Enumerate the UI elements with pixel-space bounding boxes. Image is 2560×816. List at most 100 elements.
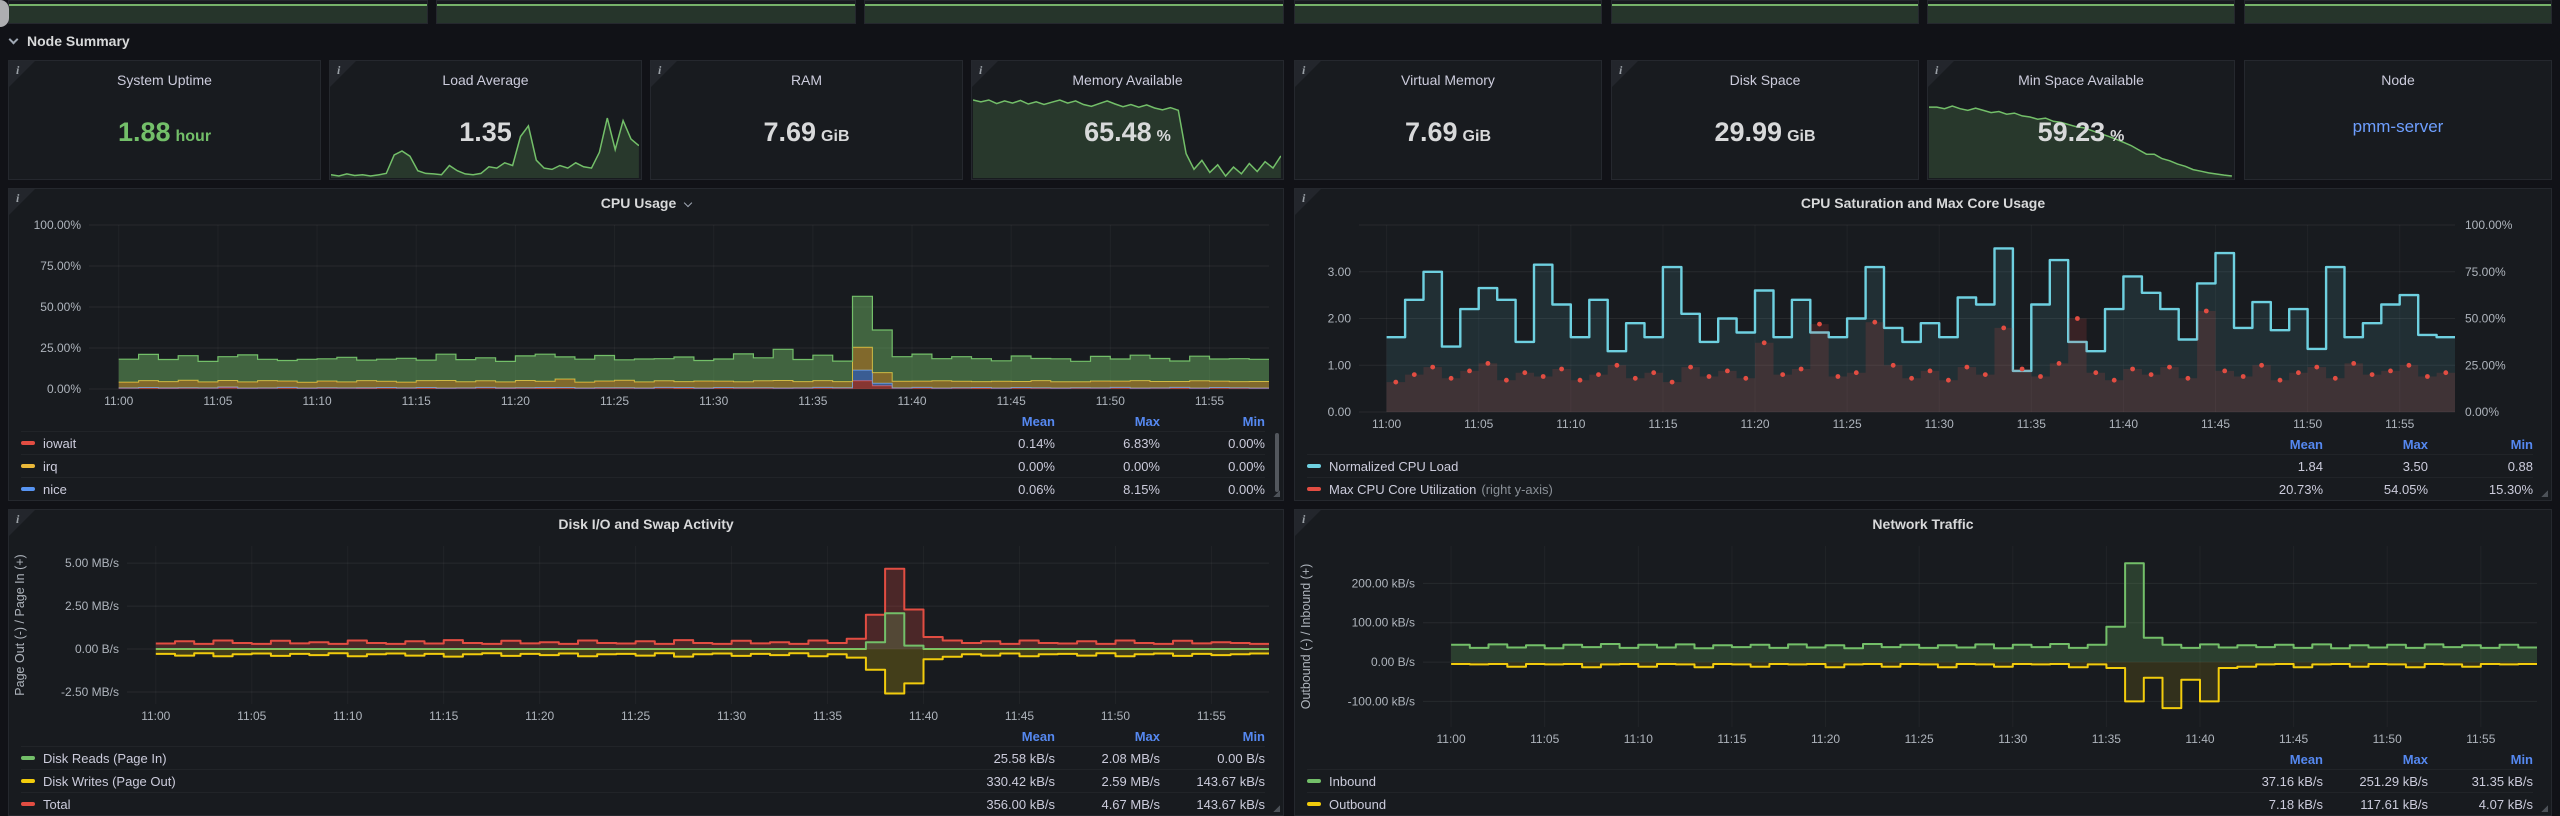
svg-text:0.00: 0.00 [1328,405,1352,419]
stat-value: 1.35 [459,117,512,147]
min-space-sparkline [1929,105,2232,178]
svg-text:0.00%: 0.00% [47,382,81,396]
legend-column-max[interactable]: Max [1134,413,1160,429]
series-color-swatch [21,756,35,760]
legend-row[interactable]: Disk Reads (Page In) 25.58 kB/s 2.08 MB/s 0… [21,746,1265,769]
cpu-usage-chart[interactable]: 11:00 11:05 11:10 11:15 11:20 11:25 11:30 11:35… [9,215,1283,411]
stat-title: Disk Space [1729,72,1801,88]
network-traffic-chart[interactable]: 11:00 11:05 11:10 11:15 11:20 11:25 11:30 11:35… [1295,536,2551,749]
info-corner-icon[interactable] [1928,61,1954,87]
legend-column-mean[interactable]: Mean [2289,751,2323,767]
legend-row[interactable]: nice 0.06% 8.15% 0.00% [21,477,1265,500]
svg-text:11:15: 11:15 [402,394,431,408]
series-stat-value: 251.29 kB/s [2359,773,2428,789]
info-corner-icon[interactable] [1612,61,1638,87]
info-corner-icon[interactable] [1295,189,1321,215]
svg-text:11:20: 11:20 [501,394,530,408]
svg-text:11:50: 11:50 [1101,709,1130,723]
series-stat-value: 0.06% [1018,481,1055,497]
legend-column-mean[interactable]: Mean [1021,413,1055,429]
legend-column-max[interactable]: Max [2402,436,2428,452]
section-node-summary[interactable]: Node Summary [8,30,130,52]
info-corner-icon[interactable] [1295,510,1321,536]
legend-column-min[interactable]: Min [1242,728,1265,744]
svg-text:11:40: 11:40 [2109,417,2138,431]
legend-row[interactable]: Outbound 7.18 kB/s 117.61 kB/s 4.07 kB/s [1307,792,2533,815]
info-corner-icon[interactable] [1295,61,1321,87]
svg-text:11:05: 11:05 [203,394,232,408]
svg-text:100.00%: 100.00% [34,218,82,232]
legend-row[interactable]: iowait 0.14% 6.83% 0.00% [21,431,1265,454]
legend-row[interactable]: Total 356.00 kB/s 4.67 MB/s 143.67 kB/s [21,792,1265,815]
svg-text:11:50: 11:50 [2373,732,2402,746]
node-link[interactable]: pmm-server [2352,117,2444,136]
svg-text:11:10: 11:10 [302,394,331,408]
info-corner-icon[interactable] [9,510,35,536]
legend-row[interactable]: irq 0.00% 0.00% 0.00% [21,454,1265,477]
svg-text:11:45: 11:45 [2279,732,2308,746]
panel-title-cpu-saturation[interactable]: CPU Saturation and Max Core Usage [1800,195,2046,211]
graph-panel-cpu-usage: i CPU Usage 11:00 11:05 11:10 11:15 11:20 11:… [8,188,1284,501]
svg-text:11:15: 11:15 [429,709,458,723]
series-color-swatch [21,441,35,445]
legend-scrollbar[interactable] [1275,433,1279,492]
svg-text:11:35: 11:35 [798,394,827,408]
legend-row[interactable]: Inbound 37.16 kB/s 251.29 kB/s 31.35 kB/s [1307,769,2533,792]
legend-row[interactable]: Disk Writes (Page Out) 330.42 kB/s 2.59 MB… [21,769,1265,792]
svg-text:100.00 kB/s: 100.00 kB/s [1352,616,1415,630]
svg-text:200.00 kB/s: 200.00 kB/s [1352,576,1415,590]
legend-row[interactable]: Max CPU Core Utilization (right y-axis) 20… [1307,477,2533,500]
stat-value: 29.99 GiB [1714,117,1816,147]
cpu-saturation-chart[interactable]: 11:00 11:05 11:10 11:15 11:20 11:25 11:30 11:35… [1295,215,2551,434]
resize-handle[interactable] [1272,489,1280,497]
disk-io-chart[interactable]: 11:00 11:05 11:10 11:15 11:20 11:25 11:30 11:35… [9,536,1283,726]
svg-text:2.50 MB/s: 2.50 MB/s [65,599,119,613]
legend-column-mean[interactable]: Mean [1021,728,1055,744]
stat-panel-min-space-available: i Min Space Available 59.23% [1927,60,2235,180]
stat-panel-ram: i RAM 7.69 GiB [650,60,963,180]
memory-available-sparkline [973,99,1281,178]
resize-handle[interactable] [1272,804,1280,812]
svg-text:11:30: 11:30 [717,709,746,723]
legend-column-min[interactable]: Min [2510,436,2533,452]
info-corner-icon[interactable] [972,61,998,87]
legend-column-min[interactable]: Min [2510,751,2533,767]
stat-panel-memory-available: i Memory Available 65.48% [971,60,1284,180]
series-stat-value: 0.00 B/s [1217,750,1265,766]
panel-title-disk-io[interactable]: Disk I/O and Swap Activity [558,516,734,532]
series-stat-value: 6.83% [1123,435,1160,451]
legend-column-mean[interactable]: Mean [2289,436,2323,452]
resize-handle[interactable] [2540,804,2548,812]
scroll-edge-blob [0,0,9,27]
legend-column-max[interactable]: Max [1134,728,1160,744]
info-corner-icon[interactable] [330,61,356,87]
series-stat-value: 143.67 kB/s [1196,796,1265,812]
series-stat-value: 0.00% [1228,435,1265,451]
svg-text:5.00 MB/s: 5.00 MB/s [65,556,119,570]
stat-panel-node: Node pmm-server [2244,60,2552,180]
legend-column-max[interactable]: Max [2402,751,2428,767]
svg-text:11:35: 11:35 [2092,732,2121,746]
graph-panel-cpu-saturation: i CPU Saturation and Max Core Usage 11:0… [1294,188,2552,501]
stat-value: 65.48% [1084,117,1171,147]
panel-title-network-traffic[interactable]: Network Traffic [1872,516,1974,532]
resize-handle[interactable] [2540,489,2548,497]
svg-text:11:30: 11:30 [1925,417,1954,431]
info-corner-icon[interactable] [651,61,677,87]
series-color-swatch [1307,487,1321,491]
legend-row[interactable]: Normalized CPU Load 1.84 3.50 0.88 [1307,454,2533,477]
svg-text:11:40: 11:40 [909,709,938,723]
stat-value: 7.69 GiB [1404,117,1491,147]
panel-title-cpu-usage[interactable]: CPU Usage [9,189,1283,215]
legend-column-min[interactable]: Min [1242,413,1265,429]
svg-text:11:05: 11:05 [237,709,266,723]
svg-text:11:50: 11:50 [1096,394,1125,408]
svg-text:11:55: 11:55 [1195,394,1224,408]
info-corner-icon[interactable] [9,189,35,215]
svg-text:11:30: 11:30 [699,394,728,408]
series-stat-value: 2.59 MB/s [1101,773,1160,789]
svg-text:-100.00 kB/s: -100.00 kB/s [1348,694,1415,708]
svg-text:11:20: 11:20 [1811,732,1840,746]
info-corner-icon[interactable] [9,61,35,87]
svg-text:11:05: 11:05 [1464,417,1493,431]
